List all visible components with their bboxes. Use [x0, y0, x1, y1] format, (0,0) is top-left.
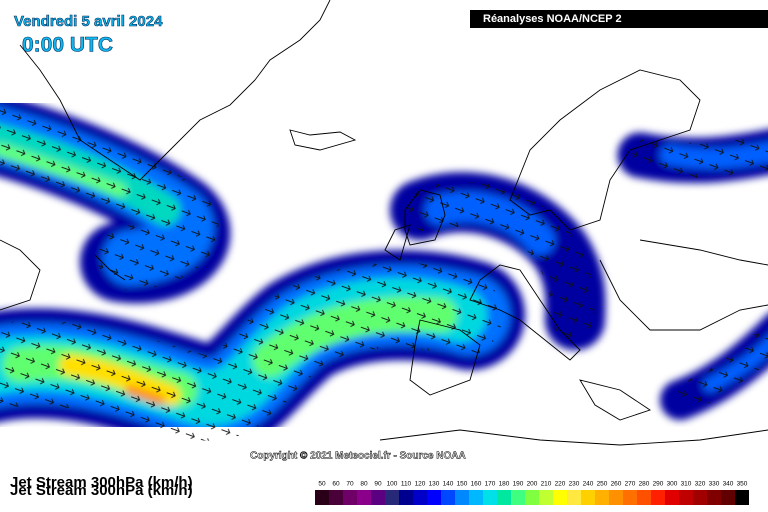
footer-title-shadow: Jet Stream 300hPa (km/h)	[10, 482, 193, 499]
legend-swatch	[385, 490, 399, 505]
legend-label: 210	[541, 481, 552, 488]
legend-label: 100	[387, 481, 398, 488]
legend-swatch	[623, 490, 637, 505]
legend-swatch	[455, 490, 469, 505]
legend-label: 300	[667, 481, 678, 488]
legend-swatch	[637, 490, 651, 505]
legend-label: 120	[415, 481, 426, 488]
legend-swatch	[693, 490, 707, 505]
legend-label: 260	[611, 481, 622, 488]
legend-swatch	[399, 490, 413, 505]
legend-swatch	[315, 490, 329, 505]
legend-label: 270	[625, 481, 636, 488]
legend-label: 290	[653, 481, 664, 488]
legend-label: 310	[681, 481, 692, 488]
legend-swatch	[707, 490, 721, 505]
footer-title: Jet Stream 300hPa (km/h)	[10, 474, 193, 491]
legend-swatch	[371, 490, 385, 505]
legend-swatch	[357, 490, 371, 505]
legend-swatch	[735, 490, 749, 505]
legend-swatch	[679, 490, 693, 505]
legend-label: 350	[737, 481, 748, 488]
legend-swatch	[609, 490, 623, 505]
legend-swatch	[595, 490, 609, 505]
legend-swatch	[539, 490, 553, 505]
date-label: Vendredi 5 avril 2024	[14, 13, 163, 30]
legend-swatch	[441, 490, 455, 505]
color-legend: 50 60 70 80 90 100 110 120 130 140 150 160 170 180 190…	[315, 481, 749, 505]
legend-label: 150	[457, 481, 468, 488]
source-banner	[470, 10, 768, 28]
legend-swatch	[651, 490, 665, 505]
legend-label: 110	[401, 481, 412, 488]
legend-label: 250	[597, 481, 608, 488]
legend-label: 220	[555, 481, 566, 488]
legend-swatch	[469, 490, 483, 505]
legend-label: 330	[709, 481, 720, 488]
legend-label: 240	[583, 481, 594, 488]
legend-swatch	[427, 490, 441, 505]
legend-label: 60	[332, 481, 340, 488]
legend-swatch	[581, 490, 595, 505]
legend-label: 70	[346, 481, 354, 488]
legend-label: 50	[318, 481, 326, 488]
legend-swatch	[721, 490, 735, 505]
legend-label: 140	[443, 481, 454, 488]
legend-label: 200	[527, 481, 538, 488]
legend-swatch	[343, 490, 357, 505]
legend-swatch	[413, 490, 427, 505]
legend-swatch	[497, 490, 511, 505]
legend-swatch	[553, 490, 567, 505]
legend-label: 90	[374, 481, 382, 488]
legend-label: 320	[695, 481, 706, 488]
legend-swatch	[567, 490, 581, 505]
wind-arrows	[0, 101, 768, 441]
time-label: 0:00 UTC	[22, 34, 113, 57]
source-label: Réanalyses NOAA/NCEP 2	[483, 13, 622, 25]
legend-label: 280	[639, 481, 650, 488]
legend-label: 160	[471, 481, 482, 488]
legend-label: 340	[723, 481, 734, 488]
legend-label: 80	[360, 481, 368, 488]
legend-swatch	[329, 490, 343, 505]
legend-label: 190	[513, 481, 524, 488]
coastlines	[0, 0, 768, 446]
legend-swatch	[665, 490, 679, 505]
legend-label: 170	[485, 481, 496, 488]
copyright: Copyright © 2021 Meteociel.fr - Source N…	[250, 451, 466, 462]
legend-swatch	[511, 490, 525, 505]
legend-label: 130	[429, 481, 440, 488]
legend-swatch	[525, 490, 539, 505]
legend-label: 180	[499, 481, 510, 488]
legend-label: 230	[569, 481, 580, 488]
legend-swatch	[483, 490, 497, 505]
